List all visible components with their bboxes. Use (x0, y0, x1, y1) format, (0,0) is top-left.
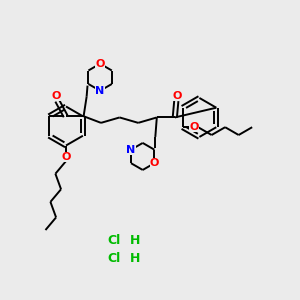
Text: O: O (95, 59, 105, 69)
Text: O: O (61, 152, 71, 162)
Text: H: H (130, 233, 140, 247)
Text: O: O (189, 122, 199, 132)
Text: O: O (172, 91, 182, 101)
Text: O: O (51, 91, 60, 101)
Text: O: O (150, 158, 159, 168)
Text: N: N (126, 145, 136, 155)
Text: Cl: Cl (107, 251, 121, 265)
Text: Cl: Cl (107, 233, 121, 247)
Text: N: N (95, 86, 105, 96)
Text: H: H (130, 251, 140, 265)
